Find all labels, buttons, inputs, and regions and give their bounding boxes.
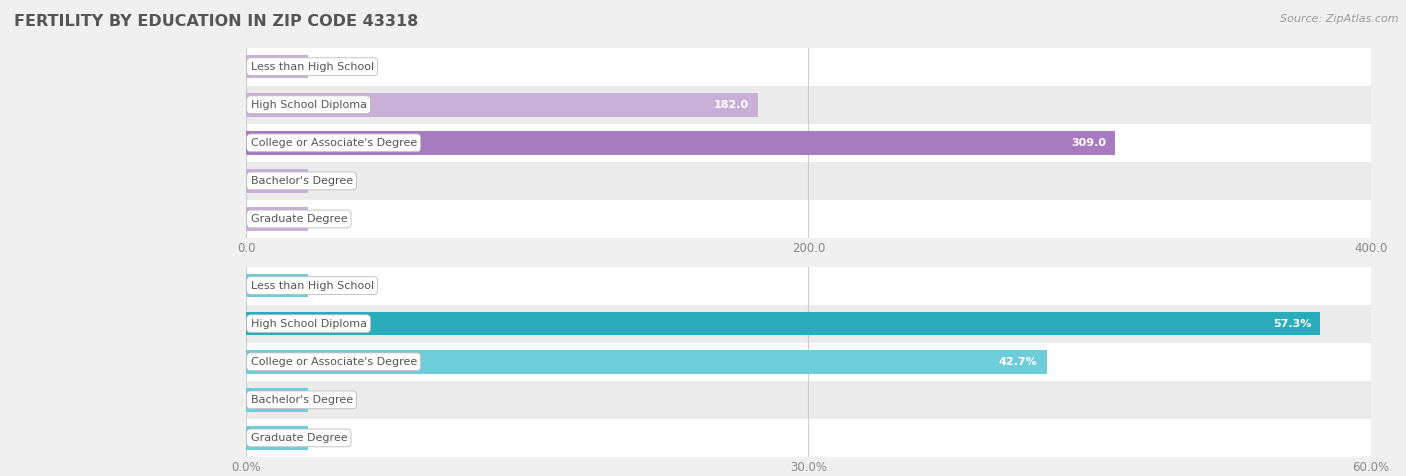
Text: 0.0%: 0.0% (316, 395, 344, 405)
Bar (246, 419, 1371, 457)
Text: 42.7%: 42.7% (998, 357, 1038, 367)
Text: 182.0: 182.0 (714, 99, 749, 110)
Text: FERTILITY BY EDUCATION IN ZIP CODE 43318: FERTILITY BY EDUCATION IN ZIP CODE 43318 (14, 14, 419, 30)
Bar (246, 93, 758, 117)
Bar (246, 388, 308, 412)
Bar (246, 48, 1371, 86)
Bar (246, 162, 1371, 200)
Bar (246, 381, 1371, 419)
Text: Graduate Degree: Graduate Degree (250, 433, 347, 443)
Text: Bachelor's Degree: Bachelor's Degree (250, 176, 353, 186)
Bar (246, 343, 1371, 381)
Text: 0.0: 0.0 (316, 61, 335, 72)
Text: Graduate Degree: Graduate Degree (250, 214, 347, 224)
Text: Source: ZipAtlas.com: Source: ZipAtlas.com (1281, 14, 1399, 24)
Bar (246, 305, 1371, 343)
Text: Bachelor's Degree: Bachelor's Degree (250, 395, 353, 405)
Bar (246, 274, 308, 298)
Bar (246, 312, 1320, 336)
Bar (246, 124, 1371, 162)
Text: College or Associate's Degree: College or Associate's Degree (250, 138, 416, 148)
Text: High School Diploma: High School Diploma (250, 99, 367, 110)
Bar (246, 426, 308, 450)
Bar (246, 169, 308, 193)
Bar (246, 86, 1371, 124)
Bar (246, 200, 1371, 238)
Text: 57.3%: 57.3% (1272, 318, 1312, 329)
Bar (246, 131, 1115, 155)
Text: 0.0: 0.0 (316, 176, 335, 186)
Bar (246, 267, 1371, 305)
Text: 0.0%: 0.0% (316, 433, 344, 443)
Text: High School Diploma: High School Diploma (250, 318, 367, 329)
Bar (246, 55, 308, 79)
Bar (246, 350, 1046, 374)
Text: 309.0: 309.0 (1071, 138, 1107, 148)
Text: College or Associate's Degree: College or Associate's Degree (250, 357, 416, 367)
Text: Less than High School: Less than High School (250, 61, 374, 72)
Text: Less than High School: Less than High School (250, 280, 374, 291)
Bar (246, 207, 308, 231)
Text: 0.0: 0.0 (316, 214, 335, 224)
Text: 0.0%: 0.0% (316, 280, 344, 291)
